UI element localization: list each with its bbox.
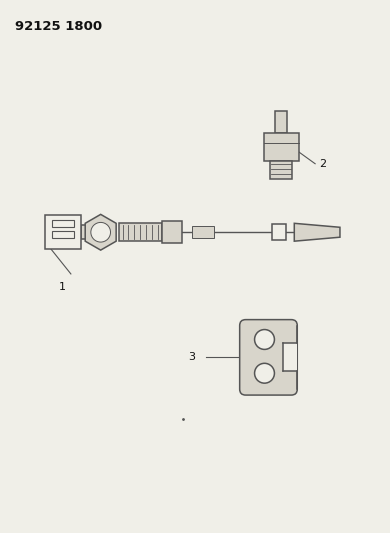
Polygon shape xyxy=(85,214,116,250)
Text: 1: 1 xyxy=(59,282,66,292)
FancyBboxPatch shape xyxy=(52,220,74,227)
FancyBboxPatch shape xyxy=(270,161,292,179)
FancyBboxPatch shape xyxy=(273,224,286,240)
FancyBboxPatch shape xyxy=(81,225,86,239)
FancyBboxPatch shape xyxy=(284,343,297,372)
FancyBboxPatch shape xyxy=(264,133,299,161)
FancyBboxPatch shape xyxy=(52,231,74,238)
Circle shape xyxy=(91,222,110,242)
FancyBboxPatch shape xyxy=(162,221,182,243)
Text: 92125 1800: 92125 1800 xyxy=(15,20,103,33)
Text: 3: 3 xyxy=(188,352,195,362)
FancyBboxPatch shape xyxy=(240,320,297,395)
Circle shape xyxy=(255,329,275,350)
FancyBboxPatch shape xyxy=(192,227,214,238)
FancyBboxPatch shape xyxy=(119,223,162,241)
Circle shape xyxy=(255,364,275,383)
Text: 2: 2 xyxy=(319,159,326,169)
Polygon shape xyxy=(294,223,340,241)
FancyBboxPatch shape xyxy=(45,215,81,249)
FancyBboxPatch shape xyxy=(275,111,287,133)
